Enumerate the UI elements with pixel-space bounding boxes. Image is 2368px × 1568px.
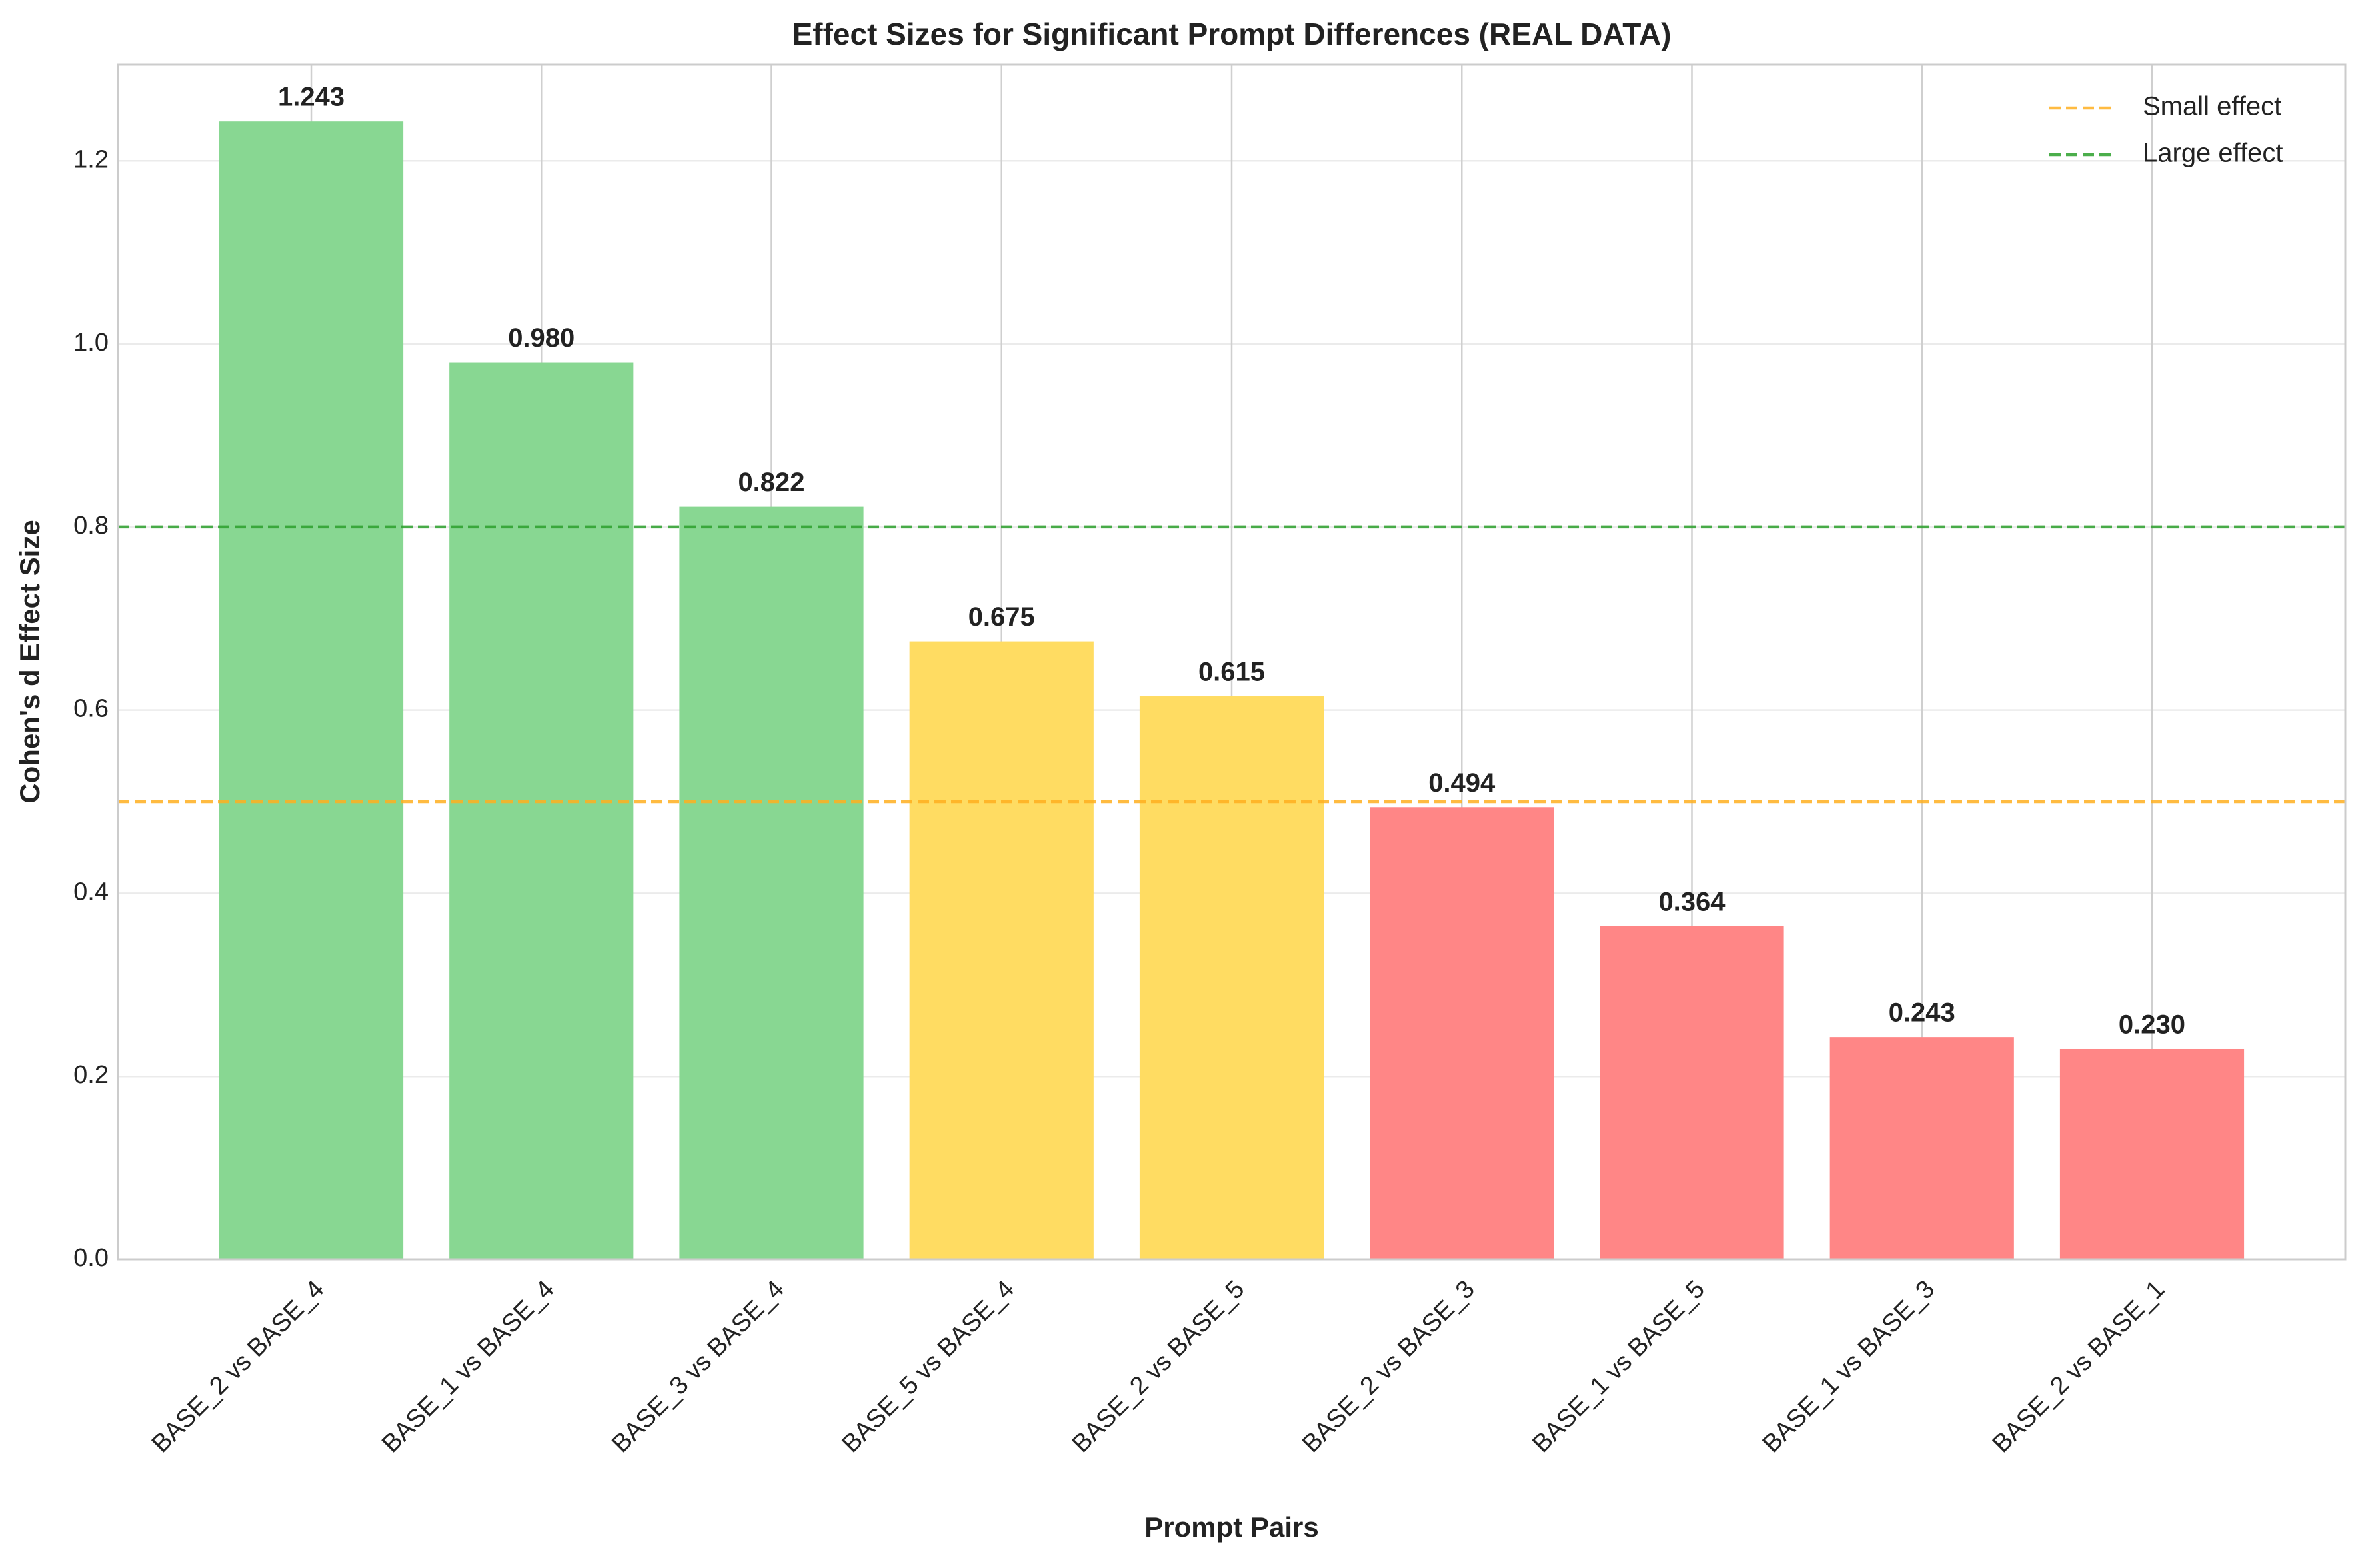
bar: [909, 641, 1094, 1259]
legend-label: Large effect: [2143, 139, 2283, 168]
x-tick-label: BASE_2 vs BASE_3: [1297, 1275, 1480, 1459]
bar: [679, 506, 864, 1259]
x-tick-label: BASE_2 vs BASE_5: [1067, 1275, 1250, 1459]
legend-label: Small effect: [2143, 92, 2281, 121]
data-label: 0.494: [1428, 768, 1496, 798]
x-tick-label: BASE_5 vs BASE_4: [837, 1275, 1020, 1459]
y-tick-label: 0.2: [73, 1061, 109, 1089]
data-label: 0.615: [1198, 658, 1265, 687]
y-tick-label: 0.6: [73, 695, 109, 723]
data-label: 0.243: [1889, 998, 1955, 1028]
y-axis-label: Cohen's d Effect Size: [14, 520, 45, 803]
data-label: 0.980: [508, 323, 575, 353]
y-tick-label: 0.0: [73, 1244, 109, 1272]
bar: [1139, 696, 1324, 1259]
data-label: 0.230: [2119, 1010, 2185, 1040]
x-tick-label: BASE_1 vs BASE_5: [1527, 1275, 1710, 1459]
x-tick-label: BASE_2 vs BASE_4: [147, 1275, 330, 1459]
y-tick-label: 1.2: [73, 145, 109, 173]
data-label: 0.675: [968, 602, 1035, 632]
bar: [1370, 807, 1554, 1259]
x-tick-label: BASE_3 vs BASE_4: [606, 1275, 790, 1459]
bar: [1829, 1037, 2014, 1259]
chart-title: Effect Sizes for Significant Prompt Diff…: [792, 17, 1672, 51]
y-tick-label: 0.8: [73, 512, 109, 540]
bar: [1600, 926, 1784, 1259]
data-label: 1.243: [278, 83, 345, 112]
bar: [449, 362, 634, 1259]
x-tick-label: BASE_2 vs BASE_1: [1987, 1275, 2171, 1459]
x-tick-label: BASE_1 vs BASE_3: [1758, 1275, 1941, 1459]
bar: [2059, 1048, 2245, 1259]
y-tick-label: 1.0: [73, 329, 109, 357]
data-label: 0.822: [738, 468, 804, 497]
plot-frame: [117, 63, 2347, 1261]
x-axis-label: Prompt Pairs: [1144, 1511, 1318, 1543]
data-label: 0.364: [1658, 887, 1726, 916]
bar: [219, 121, 404, 1259]
x-tick-label: BASE_1 vs BASE_4: [377, 1275, 560, 1459]
y-tick-label: 0.4: [73, 878, 109, 906]
